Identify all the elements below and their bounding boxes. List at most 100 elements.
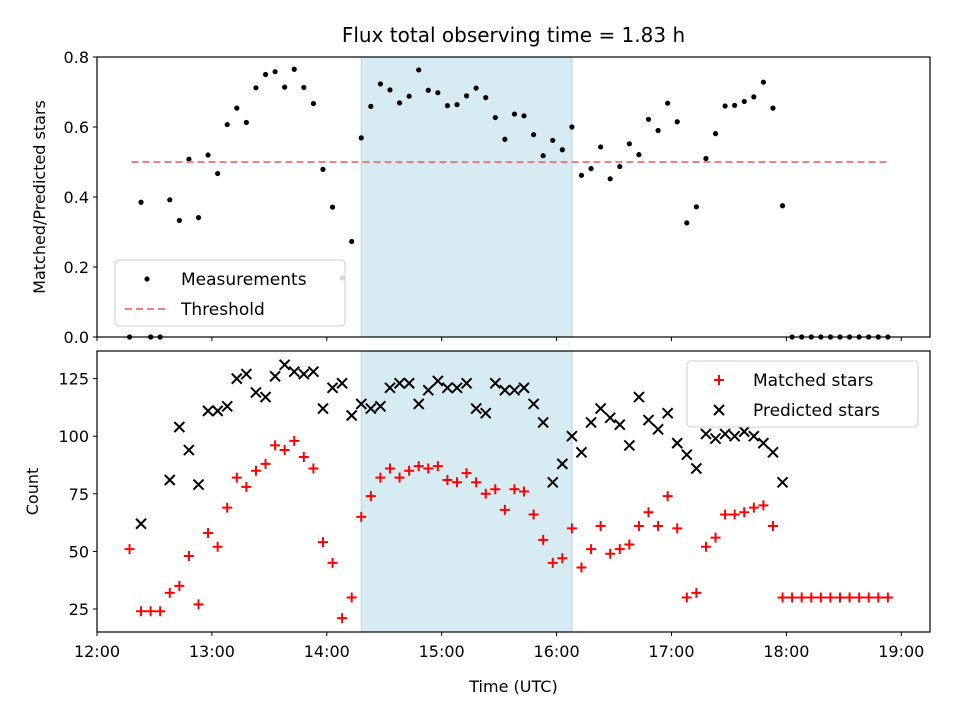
measurements-point bbox=[253, 85, 259, 91]
measurements-point bbox=[693, 204, 699, 210]
matched-stars-point bbox=[595, 521, 606, 532]
predicted-stars-point bbox=[757, 437, 770, 449]
predicted-stars-point bbox=[623, 439, 636, 452]
measurements-point bbox=[358, 135, 364, 141]
measurements-point bbox=[396, 100, 403, 106]
matched-stars-point bbox=[432, 461, 443, 472]
predicted-stars-point bbox=[652, 423, 664, 436]
x-tick-label: 16:00 bbox=[534, 642, 580, 661]
predicted-stars-point bbox=[480, 407, 492, 419]
predicted-stars-point bbox=[556, 458, 569, 470]
predicted-stars-point bbox=[709, 432, 722, 445]
predicted-stars-point bbox=[594, 402, 607, 415]
predicted-stars-point bbox=[259, 391, 272, 403]
y-tick-label: 0.2 bbox=[64, 258, 89, 277]
matched-stars-point bbox=[490, 484, 501, 495]
measurements-point bbox=[262, 71, 269, 78]
predicted-stars-point bbox=[221, 400, 233, 412]
matched-stars-point bbox=[566, 523, 577, 534]
matched-stars-point bbox=[270, 440, 281, 451]
matched-stars-point bbox=[174, 580, 185, 591]
measurements-point bbox=[607, 176, 613, 182]
matched-stars-point bbox=[308, 463, 319, 474]
measurements-point bbox=[186, 156, 192, 162]
matched-stars-point bbox=[633, 521, 644, 532]
measurements-point bbox=[483, 95, 489, 101]
x-tick-label: 12:00 bbox=[74, 642, 120, 661]
legend-marker-predicted-stars bbox=[713, 404, 725, 416]
matched-stars-point bbox=[375, 472, 386, 483]
highlight-span bbox=[360, 56, 573, 338]
predicted-stars-point bbox=[173, 421, 186, 433]
legend-label-matched-stars: Matched stars bbox=[753, 371, 873, 391]
predicted-stars-point bbox=[451, 382, 463, 394]
matched-stars-point bbox=[825, 592, 836, 603]
predicted-stars-point bbox=[700, 428, 712, 440]
matched-stars-point bbox=[136, 606, 147, 617]
matched-stars-point bbox=[605, 548, 616, 559]
measurements-point bbox=[760, 79, 767, 85]
matched-stars-point bbox=[289, 435, 300, 446]
predicted-stars-point bbox=[355, 398, 367, 410]
matched-stars-point bbox=[250, 465, 261, 476]
legend-marker-measurements bbox=[144, 276, 150, 282]
matched-stars-point bbox=[193, 599, 204, 610]
matched-stars-point bbox=[767, 521, 778, 532]
predicted-stars-point bbox=[738, 425, 750, 438]
predicted-stars-point bbox=[499, 384, 511, 396]
y-tick-label: 0.0 bbox=[64, 328, 89, 347]
measurements-point bbox=[531, 132, 537, 138]
predicted-stars-point bbox=[374, 400, 387, 412]
measurements-point bbox=[195, 215, 202, 221]
matched-stars-point bbox=[298, 451, 309, 462]
measurements-point bbox=[291, 66, 297, 72]
measurements-point bbox=[741, 98, 747, 105]
measurements-point bbox=[712, 131, 719, 137]
predicted-stars-point bbox=[748, 430, 760, 442]
measurements-point bbox=[559, 147, 565, 153]
matched-stars-point bbox=[519, 486, 530, 497]
predicted-stars-point bbox=[336, 377, 348, 389]
predicted-stars-point bbox=[135, 518, 147, 530]
matched-stars-point bbox=[796, 592, 807, 603]
measurements-point bbox=[636, 152, 642, 158]
measurements-point bbox=[215, 170, 221, 177]
matched-stars-point bbox=[844, 592, 855, 603]
predicted-stars-point bbox=[422, 384, 434, 396]
measurements-point bbox=[569, 124, 575, 130]
measurements-point bbox=[224, 121, 230, 128]
matched-stars-point bbox=[815, 592, 826, 603]
x-axis-label: Time (UTC) bbox=[468, 677, 557, 696]
matched-stars-point bbox=[231, 472, 242, 483]
predicted-stars-point bbox=[403, 377, 415, 389]
predicted-stars-point bbox=[614, 418, 626, 431]
predicted-stars-point bbox=[470, 402, 482, 415]
predicted-stars-point bbox=[183, 444, 195, 456]
matched-stars-point bbox=[758, 500, 769, 511]
predicted-stars-point bbox=[326, 382, 339, 394]
predicted-stars-point bbox=[575, 446, 588, 459]
measurements-point bbox=[329, 204, 336, 210]
predicted-stars-point bbox=[585, 416, 597, 429]
matched-stars-point bbox=[806, 592, 817, 603]
measurements-point bbox=[492, 114, 498, 121]
matched-stars-point bbox=[662, 491, 673, 502]
measurements-point bbox=[406, 93, 412, 99]
predicted-stars-point bbox=[518, 382, 530, 394]
x-tick-label: 19:00 bbox=[878, 642, 924, 661]
predicted-stars-point bbox=[384, 382, 396, 394]
matched-stars-point bbox=[461, 468, 472, 479]
highlight-span bbox=[360, 350, 573, 633]
predicted-stars-point bbox=[681, 448, 693, 461]
matched-stars-point bbox=[365, 491, 376, 502]
y-tick-label: 0.8 bbox=[64, 48, 89, 67]
predicted-stars-point bbox=[211, 405, 224, 417]
predicted-stars-point bbox=[642, 414, 655, 426]
predicted-stars-point bbox=[288, 366, 300, 378]
matched-stars-point bbox=[547, 557, 558, 568]
measurements-point bbox=[272, 69, 278, 75]
measurements-point bbox=[521, 113, 527, 119]
measurements-point bbox=[722, 103, 728, 109]
measurements-point bbox=[435, 90, 441, 96]
